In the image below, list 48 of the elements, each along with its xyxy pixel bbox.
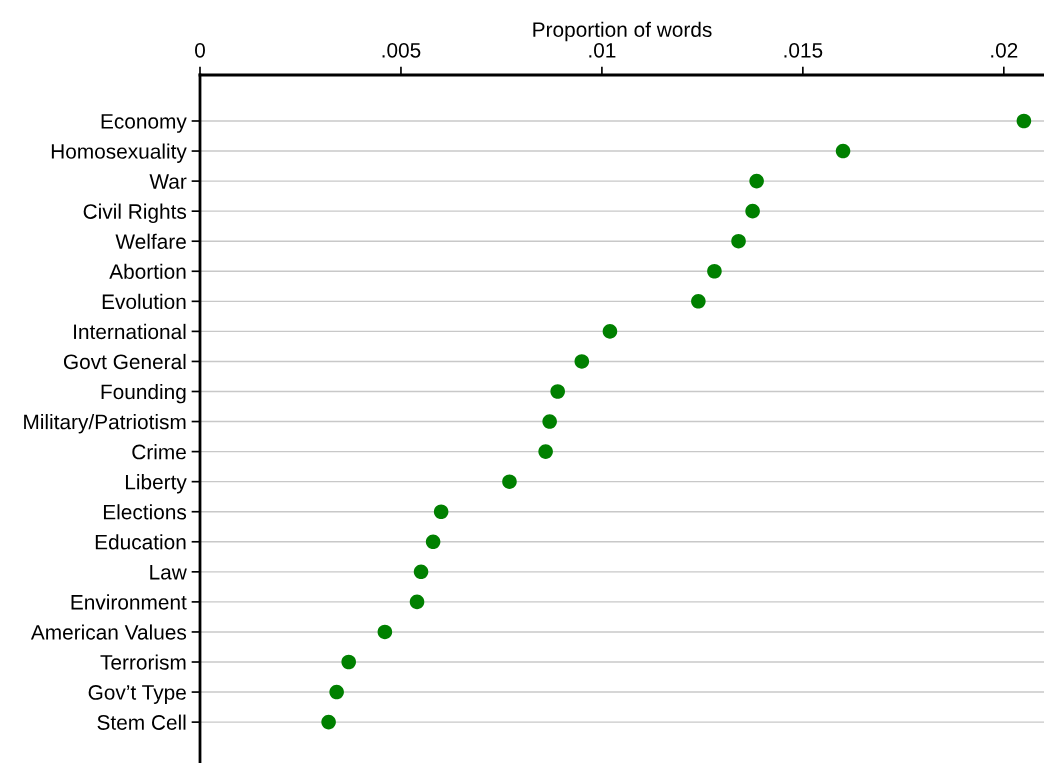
y-tick-label: Education xyxy=(95,534,186,550)
y-tick-label: Civil Rights xyxy=(83,203,187,224)
y-tick-label: Law xyxy=(150,565,187,580)
y-tick-label: International xyxy=(74,323,186,340)
y-tick-label: American Values xyxy=(30,624,187,640)
x-tick-label: .02 xyxy=(991,42,1018,58)
y-tick-label: Founding xyxy=(101,383,186,404)
y-tick-label: Govt General xyxy=(63,353,186,370)
y-tick-label: Military/Patriotism xyxy=(24,414,186,434)
y-tick-label: Crime xyxy=(132,444,186,460)
y-tick-label: Environment xyxy=(71,594,187,610)
point xyxy=(745,203,760,219)
point xyxy=(413,564,429,580)
point xyxy=(691,294,706,309)
y-tick-label: Liberty xyxy=(125,474,187,494)
point xyxy=(433,504,449,520)
x-tick-label: .005 xyxy=(382,42,421,58)
point xyxy=(329,684,344,700)
point xyxy=(707,263,722,279)
point xyxy=(731,233,746,249)
point xyxy=(377,624,393,640)
point xyxy=(409,594,425,610)
y-tick-label: Stem Cell xyxy=(97,714,186,730)
point xyxy=(321,714,336,730)
x-tick-label: .01 xyxy=(589,42,616,58)
y-tick-label: Homosexuality xyxy=(51,143,187,163)
y-tick-label: Economy xyxy=(101,114,187,133)
x-tick-label: 0 xyxy=(195,42,205,58)
y-tick-label: Terrorism xyxy=(100,654,186,670)
y-tick-label: Elections xyxy=(103,504,187,520)
point xyxy=(538,444,553,459)
point xyxy=(341,654,356,670)
point xyxy=(602,324,618,339)
point xyxy=(835,143,851,159)
point xyxy=(425,534,441,550)
y-tick-label: Gov’t Type xyxy=(88,685,186,704)
y-tick-label: Evolution xyxy=(102,293,186,310)
point xyxy=(574,354,590,369)
point xyxy=(502,474,517,489)
y-tick-label: Abortion xyxy=(109,263,186,280)
x-axis-title: Proportion of words xyxy=(533,21,712,42)
point xyxy=(749,173,764,189)
point xyxy=(1016,113,1032,129)
point xyxy=(542,414,557,429)
point xyxy=(550,384,565,399)
y-tick-label: War xyxy=(149,174,187,189)
x-tick-label: .015 xyxy=(784,42,823,58)
y-tick-label: Welfare xyxy=(115,233,186,249)
